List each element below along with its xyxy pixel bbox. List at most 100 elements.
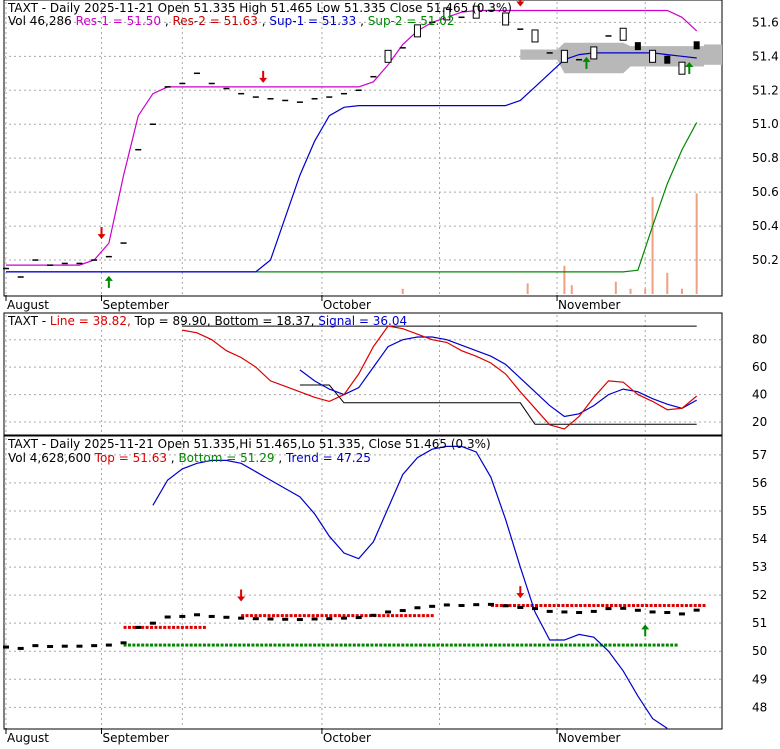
top-dot <box>404 614 408 618</box>
top-dot <box>141 625 145 629</box>
bottom-dot <box>132 643 136 647</box>
trend-candle <box>693 608 700 612</box>
y-tick-label: 20 <box>752 415 767 429</box>
x-tick-label: August <box>7 731 49 745</box>
bottom-dot <box>498 643 502 647</box>
trend-x-labels: August September October November <box>5 728 621 745</box>
top-dot <box>311 614 315 618</box>
trend-y-ticks: 57 56 55 54 53 52 51 50 49 48 <box>752 448 767 715</box>
osc-signal-label: Signal = 36.04 <box>318 314 407 328</box>
sup1-label: Sup-1 = 51.33 <box>269 14 356 28</box>
bottom-dot <box>665 643 669 647</box>
trend-candle <box>605 607 612 611</box>
top-dot <box>570 604 574 608</box>
bottom-dot <box>343 643 347 647</box>
y-tick-label: 40 <box>752 388 767 402</box>
buy-arrow <box>582 56 591 69</box>
candle-body <box>560 49 568 63</box>
volume-bar <box>563 265 566 294</box>
trend-candle <box>91 644 98 648</box>
bottom-dot <box>202 643 206 647</box>
candle-body <box>664 55 671 64</box>
bottom-dot <box>568 643 572 647</box>
top-dot <box>172 625 176 629</box>
top-dot <box>167 625 171 629</box>
bottom-dot <box>507 643 511 647</box>
top-dot <box>539 604 543 608</box>
bottom-dot <box>559 643 563 647</box>
candle-body <box>649 49 657 63</box>
bottom-dot <box>194 643 198 647</box>
bottom-dot <box>255 643 259 647</box>
volume-bars <box>401 193 698 294</box>
trend-candle <box>664 611 671 615</box>
bottom-dot <box>198 643 202 647</box>
oscillator-panel: 80 60 40 20 TAXT - Line = 38.82, Top = 89.9… <box>3 312 767 436</box>
trend-candle <box>576 611 583 615</box>
trend-curve <box>152 445 668 729</box>
price-x-labels: August September October November <box>5 295 621 312</box>
top-dot <box>395 614 399 618</box>
bottom-dot <box>163 643 167 647</box>
bottom-dot <box>216 643 220 647</box>
bottom-dot <box>634 643 638 647</box>
top-dot <box>684 604 688 608</box>
candle-body <box>502 12 510 26</box>
top-dot <box>245 614 249 618</box>
bottom-dot <box>238 643 242 647</box>
top-dot <box>421 614 425 618</box>
bottom-dot <box>211 643 215 647</box>
bottom-dot <box>242 643 246 647</box>
trend-candle <box>487 602 494 606</box>
top-dot <box>271 614 275 618</box>
bottom-dot <box>520 643 524 647</box>
trend-candle <box>120 641 127 645</box>
price-y-ticks: 51.6 51.4 51.2 51.0 50.8 50.6 50.4 50.2 <box>752 15 779 267</box>
top-dot <box>333 614 337 618</box>
top-dot <box>417 614 421 618</box>
osc-line-label: Line = 38.82, <box>50 314 131 328</box>
trend-candle <box>17 646 24 650</box>
trend-candle <box>296 618 303 622</box>
top-dot <box>258 614 262 618</box>
candle-body <box>634 42 641 51</box>
trend-candle <box>194 613 201 617</box>
y-tick-label: 50.8 <box>752 151 779 165</box>
candle-body <box>384 49 392 63</box>
top-dot <box>636 604 640 608</box>
top-dot <box>391 614 395 618</box>
top-dot <box>430 614 434 618</box>
top-dot <box>627 604 631 608</box>
bottom-dot <box>648 643 652 647</box>
bottom-dot <box>180 643 184 647</box>
bottom-dot <box>674 643 678 647</box>
top-dot <box>342 614 346 618</box>
top-dot <box>618 604 622 608</box>
price-panel-frame <box>3 0 723 297</box>
trend-candle <box>502 604 509 608</box>
top-dot <box>583 604 587 608</box>
bottom-dot <box>361 643 365 647</box>
trend-candle <box>149 621 156 625</box>
top-dot <box>399 614 403 618</box>
candle-body <box>619 27 627 41</box>
y-tick-label: 51.6 <box>752 15 779 29</box>
trend-grid <box>4 438 722 727</box>
bottom-dot <box>176 643 180 647</box>
bottom-dot <box>220 643 224 647</box>
top-dot <box>386 614 390 618</box>
oscillator-panel-frame <box>3 312 723 436</box>
bottom-dot <box>586 643 590 647</box>
sell-arrow-head <box>259 77 268 83</box>
y-tick-label: 53 <box>752 560 767 574</box>
trend-sell-arrow-head <box>516 593 525 599</box>
top-dot <box>163 625 167 629</box>
x-tick-label: September <box>103 731 169 745</box>
bottom-dot <box>172 643 176 647</box>
y-tick-label: 51 <box>752 616 767 630</box>
top-dot <box>596 604 600 608</box>
top-dot <box>609 604 613 608</box>
top-dot <box>198 625 202 629</box>
bottom-dot <box>661 643 665 647</box>
bottom-dot <box>348 643 352 647</box>
